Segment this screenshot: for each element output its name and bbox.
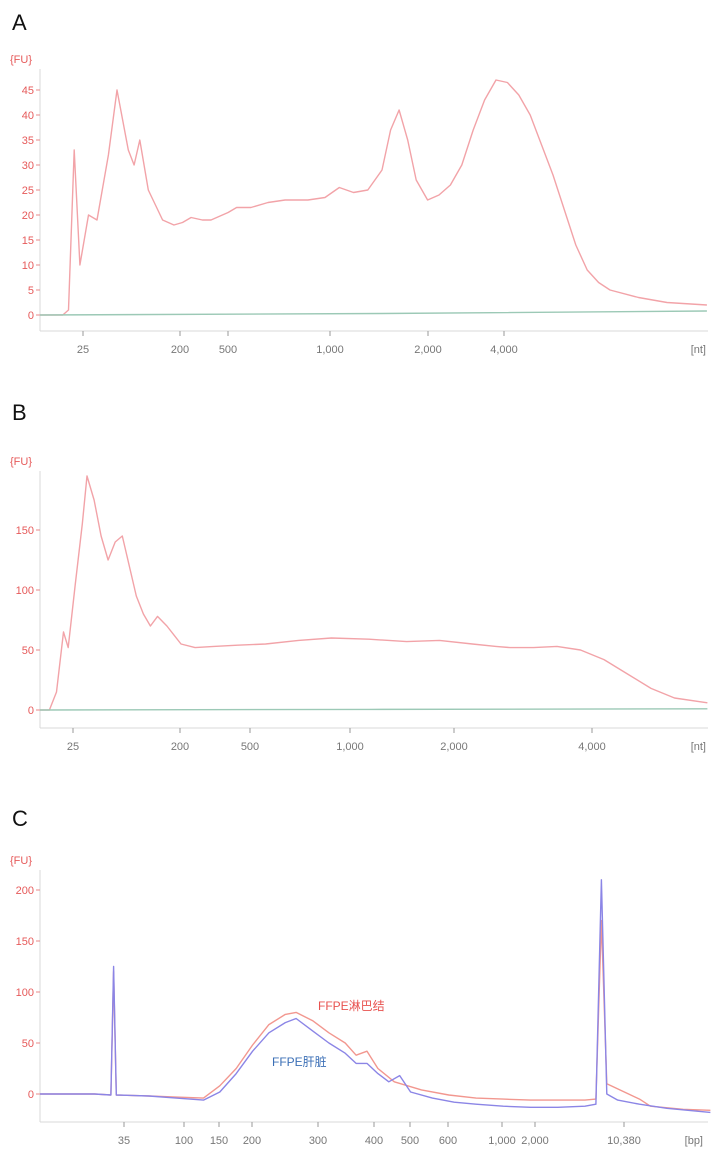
x-tick-label: 200 <box>243 1135 261 1147</box>
series-line-1 <box>39 708 708 711</box>
y-axis-label: {FU} <box>10 456 32 468</box>
y-tick-label: 30 <box>22 160 34 172</box>
y-tick-label: 5 <box>28 285 34 297</box>
x-unit-label: [nt] <box>691 344 706 356</box>
x-tick-label: 4,000 <box>490 344 518 356</box>
chart-c: {FU} 0 50 100 150 200 35 100 150 200 300 400 500 600 1… <box>10 855 711 1147</box>
x-tick-label: 1,000 <box>316 344 344 356</box>
series-line-1 <box>40 879 711 1114</box>
y-axis-label: {FU} <box>10 54 32 66</box>
x-unit-label: [bp] <box>685 1135 703 1147</box>
x-tick-label: 2,000 <box>414 344 442 356</box>
x-tick-label: 4,000 <box>578 741 606 753</box>
y-tick-label: 15 <box>22 235 34 247</box>
x-tick-label: 25 <box>77 344 89 356</box>
series-line-1 <box>39 310 707 316</box>
series-line-0 <box>40 79 707 316</box>
y-tick-label: 0 <box>28 310 34 322</box>
x-tick-label: 1,000 <box>488 1135 516 1147</box>
x-tick-label: 2,000 <box>440 741 468 753</box>
x-tick-label: 1,000 <box>336 741 364 753</box>
y-tick-label: 150 <box>16 936 34 948</box>
series-line-0 <box>40 475 708 711</box>
x-tick-label: 25 <box>67 741 79 753</box>
x-tick-label: 500 <box>401 1135 419 1147</box>
y-tick-label: 0 <box>28 1089 34 1101</box>
y-axis-label: {FU} <box>10 855 32 867</box>
x-tick-label: 150 <box>210 1135 228 1147</box>
x-tick-label: 35 <box>118 1135 130 1147</box>
x-tick-label: 300 <box>309 1135 327 1147</box>
series-annotation: FFPE肝脏 <box>272 1054 327 1069</box>
y-tick-label: 40 <box>22 110 34 122</box>
x-tick-label: 500 <box>241 741 259 753</box>
y-tick-label: 0 <box>28 705 34 717</box>
x-unit-label: [nt] <box>691 741 706 753</box>
x-tick-label: 10,380 <box>607 1135 641 1147</box>
x-tick-label: 400 <box>365 1135 383 1147</box>
y-tick-label: 50 <box>22 1038 34 1050</box>
y-tick-label: 35 <box>22 135 34 147</box>
y-tick-label: 200 <box>16 885 34 897</box>
x-tick-label: 200 <box>171 741 189 753</box>
panel-c-label: C <box>12 806 28 831</box>
chart-a: {FU} 0 5 10 15 20 25 30 35 40 45 25 200 500 1,000 2,000… <box>10 54 708 356</box>
panel-a-label: A <box>12 10 27 35</box>
y-tick-label: 10 <box>22 260 34 272</box>
series-annotation: FFPE淋巴结 <box>318 999 385 1013</box>
series-line-0 <box>40 919 711 1111</box>
x-tick-label: 200 <box>171 344 189 356</box>
y-tick-label: 25 <box>22 185 34 197</box>
y-tick-label: 100 <box>16 987 34 999</box>
y-tick-label: 50 <box>22 645 34 657</box>
y-tick-label: 45 <box>22 85 34 97</box>
x-tick-label: 100 <box>175 1135 193 1147</box>
x-tick-label: 600 <box>439 1135 457 1147</box>
y-tick-label: 20 <box>22 210 34 222</box>
chart-b: {FU} 0 50 100 150 25 200 500 1,000 2,000 4,000 [nt] <box>10 456 708 753</box>
y-tick-label: 150 <box>16 525 34 537</box>
y-tick-label: 100 <box>16 585 34 597</box>
x-tick-label: 2,000 <box>521 1135 549 1147</box>
panel-b-label: B <box>12 400 27 425</box>
x-tick-label: 500 <box>219 344 237 356</box>
